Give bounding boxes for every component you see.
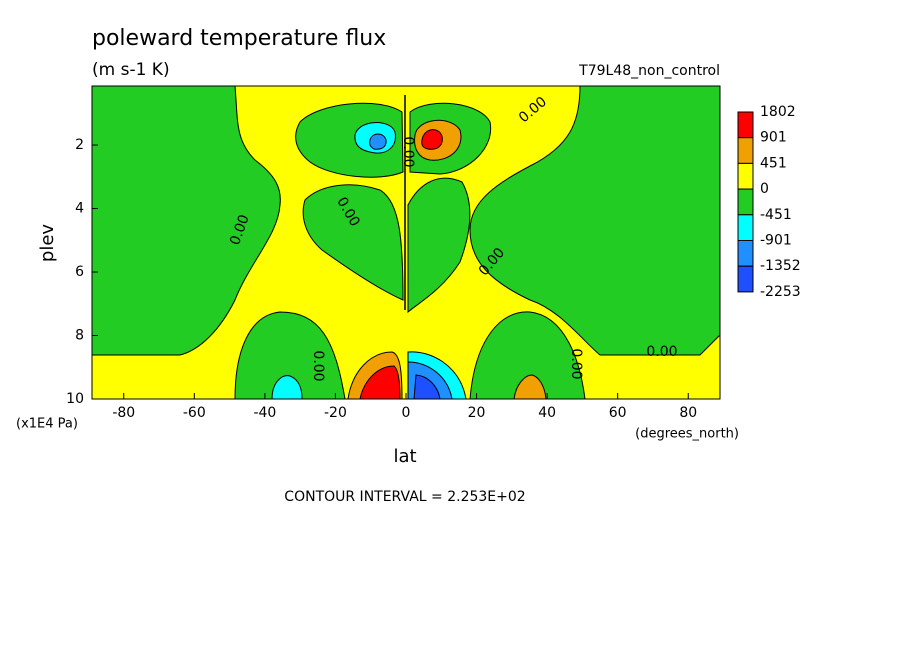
colorbar-label: -451 (760, 207, 792, 223)
footer: CONTOUR INTERVAL = 2.253E+02 (284, 489, 525, 505)
x-tick-label: 60 (609, 405, 627, 421)
x-tick-label: 40 (538, 405, 556, 421)
contour-region (359, 365, 401, 399)
colorbar-label: 0 (760, 181, 769, 197)
colorbar-label: 901 (760, 130, 787, 146)
y-tick-label: 6 (75, 264, 84, 280)
y-tick-label: 10 (66, 391, 84, 407)
contour-label: 0.00 (400, 136, 416, 167)
colorbar-box (737, 111, 754, 139)
contour-region (271, 375, 303, 399)
x-tick-label: 0 (402, 405, 411, 421)
contour-region (513, 374, 547, 399)
y-tick-label: 2 (75, 137, 84, 153)
contour-label: 0.00 (568, 348, 584, 379)
x-tick-label: -20 (324, 405, 347, 421)
y-units: (x1E4 Pa) (16, 417, 78, 432)
contour-region (234, 311, 346, 399)
x-units: (degrees_north) (635, 427, 739, 442)
dataset-label: T79L48_non_control (578, 63, 720, 79)
contour-region (369, 133, 387, 150)
colorbar-box (737, 188, 754, 216)
contour-region (421, 129, 443, 150)
y-tick-label: 8 (75, 328, 84, 344)
colorbar-box (737, 240, 754, 267)
contour-region (302, 184, 404, 301)
contour-region (469, 86, 720, 356)
x-tick-label: 20 (468, 405, 486, 421)
x-axis-label: lat (393, 446, 416, 467)
colorbar-box (737, 137, 754, 164)
x-tick-label: -80 (112, 405, 135, 421)
contour-label: 0.00 (646, 344, 677, 360)
x-tick-label: 80 (679, 405, 697, 421)
colorbar-label: 451 (760, 155, 787, 171)
colorbar-label: -1352 (760, 258, 801, 274)
colorbar-label: 1802 (760, 104, 796, 120)
chart-title: poleward temperature flux (92, 26, 386, 51)
chart-subtitle: (m s-1 K) (92, 60, 170, 80)
y-axis-label: plev (37, 224, 58, 263)
contour-region (407, 177, 471, 314)
colorbar-label: -2253 (760, 284, 801, 300)
x-tick-label: -40 (253, 405, 276, 421)
contour-region (295, 102, 404, 178)
x-tick-label: -60 (183, 405, 206, 421)
contour-field (92, 86, 720, 399)
contour-region (469, 311, 586, 399)
colorbar-box (737, 265, 754, 293)
contour-label: 0.00 (310, 350, 326, 381)
y-tick-label: 4 (75, 201, 84, 217)
colorbar-box (737, 214, 754, 242)
colorbar-box (737, 162, 754, 190)
colorbar-label: -901 (760, 233, 792, 249)
contour-region (92, 86, 281, 356)
